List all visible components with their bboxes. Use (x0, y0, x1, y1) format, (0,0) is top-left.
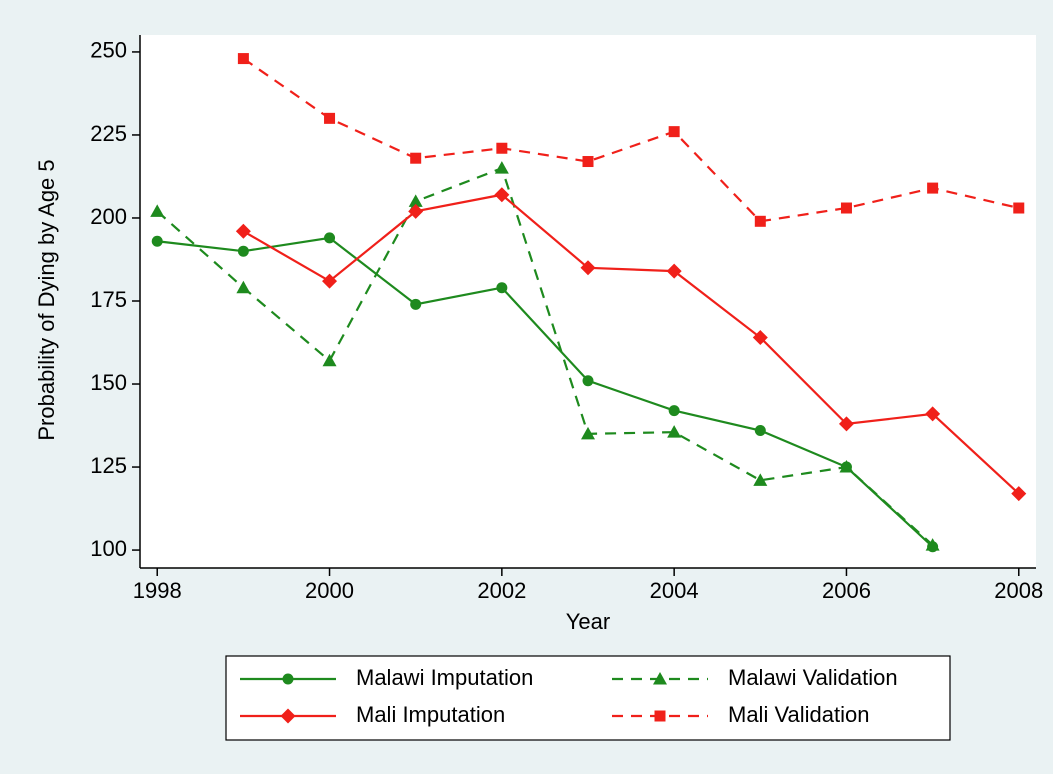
legend-label: Mali Imputation (356, 702, 505, 727)
legend-marker (280, 708, 296, 724)
point (667, 425, 682, 438)
point (666, 263, 682, 279)
point (410, 152, 422, 164)
y-tick-label: 175 (90, 287, 127, 312)
point (582, 375, 594, 387)
legend (225, 655, 951, 741)
point (496, 282, 508, 294)
legend-label: Mali Validation (728, 702, 869, 727)
x-tick-label: 2004 (650, 578, 699, 603)
y-tick-label: 150 (90, 370, 127, 395)
point (324, 112, 336, 124)
plot-area (140, 35, 1036, 568)
point (496, 142, 508, 154)
y-tick-label: 250 (90, 38, 127, 63)
point (838, 416, 854, 432)
point (150, 204, 165, 217)
point (494, 161, 509, 174)
y-axis-title: Probability of Dying by Age 5 (34, 159, 59, 440)
point (324, 232, 336, 244)
legend-label: Malawi Imputation (356, 665, 533, 690)
series-line (156, 166, 934, 546)
point (582, 156, 594, 168)
x-tick-label: 2002 (477, 578, 526, 603)
point (237, 53, 249, 65)
series-line (242, 193, 1020, 495)
point (752, 330, 768, 346)
series-line (242, 57, 1020, 223)
series-line (157, 236, 934, 548)
x-tick-label: 2008 (994, 578, 1043, 603)
point (925, 538, 940, 551)
point (927, 182, 939, 194)
point (322, 353, 337, 367)
point (151, 235, 163, 247)
y-tick-label: 125 (90, 453, 127, 478)
y-tick-label: 200 (90, 204, 127, 229)
point (408, 203, 424, 219)
point (754, 425, 766, 437)
point (754, 215, 766, 227)
legend-marker (282, 673, 294, 685)
x-tick-label: 1998 (133, 578, 182, 603)
point (408, 194, 423, 207)
point (236, 280, 251, 294)
y-tick-label: 225 (90, 121, 127, 146)
y-tick-label: 100 (90, 536, 127, 561)
point (753, 473, 768, 486)
point (235, 223, 251, 239)
x-tick-label: 2006 (822, 578, 871, 603)
point (668, 405, 680, 417)
legend-marker (654, 710, 666, 722)
point (580, 260, 596, 276)
point (581, 426, 595, 440)
point (840, 202, 852, 214)
point (1013, 202, 1025, 214)
point (1011, 486, 1027, 502)
x-tick-label: 2000 (305, 578, 354, 603)
point (322, 273, 338, 289)
point (839, 460, 854, 473)
legend-marker (653, 672, 667, 685)
point (237, 245, 249, 257)
point (668, 126, 680, 138)
point (925, 406, 941, 422)
point (410, 298, 422, 310)
x-axis-title: Year (566, 609, 610, 634)
legend-label: Malawi Validation (728, 665, 898, 690)
point (494, 187, 510, 203)
